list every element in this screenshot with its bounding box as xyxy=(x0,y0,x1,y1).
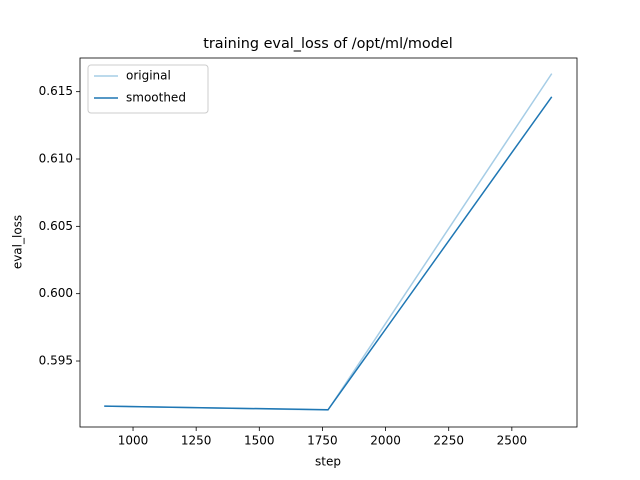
x-tick-label: 1000 xyxy=(118,434,149,448)
plot-frame xyxy=(79,57,578,428)
y-tick-label: 0.610 xyxy=(39,152,73,166)
x-tick-label: 1250 xyxy=(181,434,212,448)
line-series xyxy=(104,96,553,411)
x-axis-label: step xyxy=(315,455,341,469)
y-tick-label: 0.595 xyxy=(39,354,73,368)
x-tick-label: 2500 xyxy=(497,434,528,448)
line-series xyxy=(104,73,553,411)
legend-label: original xyxy=(126,69,171,83)
y-tick-label: 0.600 xyxy=(39,286,73,300)
legend-label: smoothed xyxy=(126,91,186,105)
x-tick-label: 2250 xyxy=(433,434,464,448)
y-axis-label: eval_loss xyxy=(11,215,25,269)
y-tick-label: 0.605 xyxy=(39,219,73,233)
chart-title: training eval_loss of /opt/ml/model xyxy=(203,36,452,52)
x-tick-label: 2000 xyxy=(370,434,401,448)
legend-box xyxy=(87,64,209,114)
y-tick-label: 0.615 xyxy=(39,84,73,98)
x-tick-label: 1750 xyxy=(307,434,338,448)
legend: original smoothed xyxy=(87,64,209,114)
x-tick-label: 1500 xyxy=(244,434,275,448)
